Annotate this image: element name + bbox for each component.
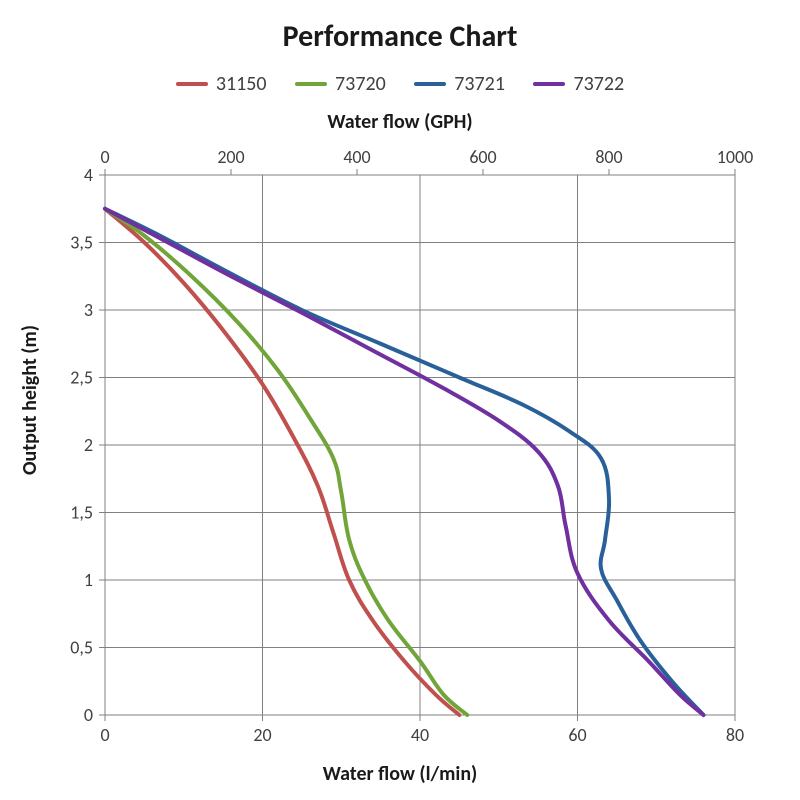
legend-item-3: 73722 (533, 72, 624, 96)
top-tick-label: 200 (217, 146, 244, 168)
bottom-tick-label: 0 (100, 724, 109, 746)
left-tick-label: 3,5 (70, 232, 93, 254)
bottom-tick-label: 80 (726, 724, 744, 746)
legend-item-2: 73721 (414, 72, 505, 96)
legend-label-1: 73720 (335, 72, 386, 96)
legend-item-0: 31150 (176, 72, 267, 96)
left-tick-label: 0 (84, 704, 93, 726)
bottom-tick-label: 20 (253, 724, 271, 746)
chart-title: Performance Chart (0, 18, 800, 55)
top-tick-label: 800 (595, 146, 622, 168)
top-tick-label: 0 (100, 146, 109, 168)
legend-label-0: 31150 (216, 72, 267, 96)
legend-item-1: 73720 (295, 72, 386, 96)
plot-area: 0204060800200400600800100000,511,522,533… (105, 175, 735, 715)
top-tick-label: 1000 (717, 146, 754, 168)
left-tick-label: 0,5 (70, 637, 93, 659)
series-line-73720 (105, 209, 467, 715)
left-tick-label: 2,5 (70, 367, 93, 389)
bottom-tick-label: 60 (568, 724, 586, 746)
left-tick-label: 1,5 (70, 502, 93, 524)
bottom-tick-label: 40 (411, 724, 429, 746)
legend-swatch-1 (295, 82, 327, 86)
left-tick-label: 4 (84, 164, 93, 186)
top-tick-label: 400 (343, 146, 370, 168)
top-tick-label: 600 (469, 146, 496, 168)
left-tick-label: 2 (84, 434, 93, 456)
left-tick-label: 1 (84, 569, 93, 591)
legend-swatch-0 (176, 82, 208, 86)
y-axis-title: Output height (m) (18, 0, 42, 800)
bottom-axis-title: Water flow (l/min) (0, 762, 800, 786)
chart-container: Performance Chart 31150 73720 73721 7372… (0, 0, 800, 800)
legend-swatch-2 (414, 82, 446, 86)
left-tick-label: 3 (84, 299, 93, 321)
legend: 31150 73720 73721 73722 (0, 68, 800, 96)
legend-label-2: 73721 (454, 72, 505, 96)
series-line-31150 (105, 209, 459, 715)
top-axis-title: Water flow (GPH) (0, 110, 800, 134)
legend-swatch-3 (533, 82, 565, 86)
legend-label-3: 73722 (573, 72, 624, 96)
y-axis-title-text: Output height (m) (18, 325, 42, 475)
plot-svg: 0204060800200400600800100000,511,522,533… (105, 175, 735, 715)
